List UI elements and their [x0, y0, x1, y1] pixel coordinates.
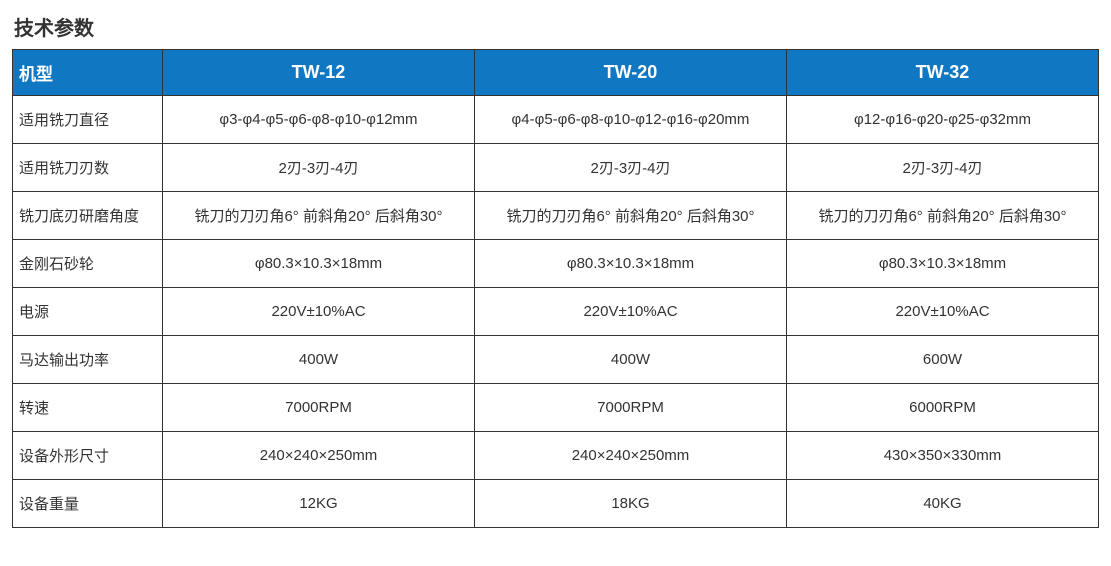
cell: φ80.3×10.3×18mm — [163, 240, 475, 288]
page-title: 技术参数 — [14, 12, 1099, 41]
cell: 240×240×250mm — [475, 432, 787, 480]
cell: 240×240×250mm — [163, 432, 475, 480]
table-row: 设备外形尺寸 240×240×250mm 240×240×250mm 430×3… — [13, 432, 1099, 480]
col-header-tw12: TW-12 — [163, 50, 475, 96]
cell: 7000RPM — [475, 384, 787, 432]
table-header-row: 机型 TW-12 TW-20 TW-32 — [13, 50, 1099, 96]
table-row: 转速 7000RPM 7000RPM 6000RPM — [13, 384, 1099, 432]
table-row: 金刚石砂轮 φ80.3×10.3×18mm φ80.3×10.3×18mm φ8… — [13, 240, 1099, 288]
cell: 7000RPM — [163, 384, 475, 432]
cell: 铣刀的刀刃角6° 前斜角20° 后斜角30° — [475, 192, 787, 240]
spec-table: 机型 TW-12 TW-20 TW-32 适用铣刀直径 φ3-φ4-φ5-φ6-… — [12, 49, 1099, 528]
cell: 2刃-3刃-4刃 — [787, 144, 1099, 192]
cell: 220V±10%AC — [787, 288, 1099, 336]
table-row: 电源 220V±10%AC 220V±10%AC 220V±10%AC — [13, 288, 1099, 336]
cell: φ12-φ16-φ20-φ25-φ32mm — [787, 96, 1099, 144]
cell: 6000RPM — [787, 384, 1099, 432]
cell: φ3-φ4-φ5-φ6-φ8-φ10-φ12mm — [163, 96, 475, 144]
cell: 600W — [787, 336, 1099, 384]
cell: 2刃-3刃-4刃 — [163, 144, 475, 192]
table-row: 适用铣刀直径 φ3-φ4-φ5-φ6-φ8-φ10-φ12mm φ4-φ5-φ6… — [13, 96, 1099, 144]
cell: 40KG — [787, 480, 1099, 528]
table-row: 马达输出功率 400W 400W 600W — [13, 336, 1099, 384]
table-row: 铣刀底刃研磨角度 铣刀的刀刃角6° 前斜角20° 后斜角30° 铣刀的刀刃角6°… — [13, 192, 1099, 240]
cell: 铣刀的刀刃角6° 前斜角20° 后斜角30° — [163, 192, 475, 240]
cell: 400W — [475, 336, 787, 384]
col-header-tw32: TW-32 — [787, 50, 1099, 96]
cell: φ4-φ5-φ6-φ8-φ10-φ12-φ16-φ20mm — [475, 96, 787, 144]
row-label: 电源 — [13, 288, 163, 336]
table-row: 设备重量 12KG 18KG 40KG — [13, 480, 1099, 528]
row-label: 设备外形尺寸 — [13, 432, 163, 480]
row-label: 适用铣刀刃数 — [13, 144, 163, 192]
spec-sheet: 技术参数 机型 TW-12 TW-20 TW-32 适用铣刀直径 φ3-φ4-φ… — [12, 12, 1099, 528]
row-label: 马达输出功率 — [13, 336, 163, 384]
cell: φ80.3×10.3×18mm — [475, 240, 787, 288]
col-header-tw20: TW-20 — [475, 50, 787, 96]
cell: 430×350×330mm — [787, 432, 1099, 480]
cell: 220V±10%AC — [475, 288, 787, 336]
cell: 铣刀的刀刃角6° 前斜角20° 后斜角30° — [787, 192, 1099, 240]
cell: 400W — [163, 336, 475, 384]
cell: 12KG — [163, 480, 475, 528]
row-label: 转速 — [13, 384, 163, 432]
row-label: 适用铣刀直径 — [13, 96, 163, 144]
cell: φ80.3×10.3×18mm — [787, 240, 1099, 288]
row-label: 金刚石砂轮 — [13, 240, 163, 288]
cell: 220V±10%AC — [163, 288, 475, 336]
col-header-model: 机型 — [13, 50, 163, 96]
row-label: 铣刀底刃研磨角度 — [13, 192, 163, 240]
table-row: 适用铣刀刃数 2刃-3刃-4刃 2刃-3刃-4刃 2刃-3刃-4刃 — [13, 144, 1099, 192]
cell: 2刃-3刃-4刃 — [475, 144, 787, 192]
row-label: 设备重量 — [13, 480, 163, 528]
cell: 18KG — [475, 480, 787, 528]
